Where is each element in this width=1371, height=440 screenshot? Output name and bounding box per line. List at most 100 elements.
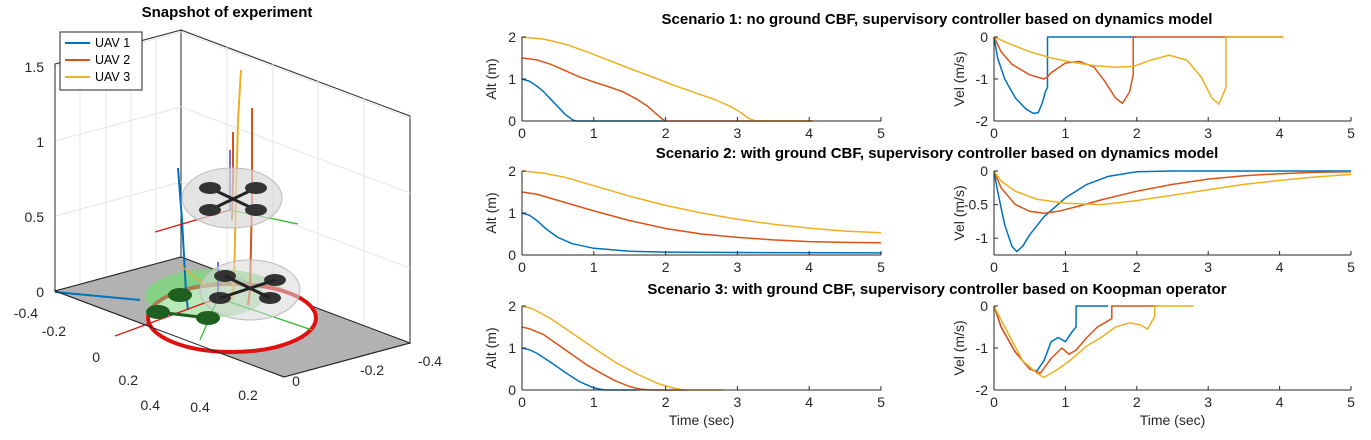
- x-tick-label: 5: [1347, 259, 1355, 275]
- y-tick-label: 1: [508, 71, 516, 87]
- y-tick-label: -0.5: [964, 197, 988, 213]
- x-tick-label: 3: [1204, 394, 1212, 410]
- series-line-uav1: [521, 78, 666, 122]
- y-axis-label: Vel (m/s): [951, 185, 967, 240]
- x-tick-label: 1: [590, 259, 598, 275]
- legend-label-uav1: UAV 1: [95, 36, 130, 50]
- x-tick: 0.2: [238, 387, 258, 403]
- x-tick-label: 2: [662, 125, 670, 141]
- x-tick-label: 0: [518, 125, 526, 141]
- y-tick-label: 1: [508, 340, 516, 356]
- series-line-uav2: [993, 305, 1159, 374]
- z-tick: 0: [36, 284, 44, 300]
- snapshot-panel: Snapshot of experiment: [14, 4, 442, 415]
- plot-area: [522, 306, 881, 390]
- chart-s2-alt: Scenario 2: with ground CBF, supervisory…: [483, 145, 1218, 275]
- series-line-uav1: [521, 212, 882, 254]
- x-tick-label: 5: [877, 259, 885, 275]
- series-line-uav3: [993, 36, 1284, 105]
- x-tick: 0.4: [190, 399, 210, 415]
- snapshot-title: Snapshot of experiment: [142, 4, 313, 21]
- x-tick-label: 4: [1276, 125, 1284, 141]
- y-tick-label: 2: [508, 298, 516, 314]
- y-tick: 0: [92, 349, 100, 365]
- chart-s2-vel: 0 1 2 3 4 5 -1 -0.5 0 Vel (m/s): [951, 163, 1355, 275]
- chart-title: Scenario 1: no ground CBF, supervisory c…: [662, 11, 1213, 28]
- x-tick-label: 5: [877, 125, 885, 141]
- y-tick: 0.2: [119, 372, 139, 388]
- plot-area: [994, 37, 1351, 121]
- x-tick-label: 2: [1133, 125, 1141, 141]
- y-tick-label: 2: [508, 29, 516, 45]
- x-tick-label: 1: [1062, 125, 1070, 141]
- series-line-uav2: [521, 57, 813, 122]
- x-tick: -0.2: [360, 362, 384, 378]
- y-tick: -0.2: [42, 323, 66, 339]
- plot-area: [994, 306, 1351, 390]
- series-line-uav3: [993, 170, 1352, 206]
- trajectory-uav1-tail: [54, 291, 141, 301]
- x-tick: 0: [292, 373, 300, 389]
- x-tick-label: 0: [518, 259, 526, 275]
- x-axis-label: Time (sec): [1140, 412, 1206, 428]
- legend-label-uav3: UAV 3: [95, 70, 130, 84]
- z-tick: 0.5: [25, 209, 45, 225]
- chart-s1-vel: 0 1 2 3 4 5 -2 -1 0 Vel (m/s): [951, 29, 1355, 141]
- chart-title: Scenario 2: with ground CBF, supervisory…: [656, 145, 1219, 162]
- x-tick-label: 0: [518, 394, 526, 410]
- x-tick-label: 2: [662, 394, 670, 410]
- trajectory-uav1: [177, 167, 189, 311]
- x-tick-label: 1: [590, 125, 598, 141]
- y-tick-label: 0: [980, 298, 988, 314]
- legend-label-uav2: UAV 2: [95, 53, 130, 67]
- y-axis-label: Alt (m): [483, 192, 499, 233]
- series-line-uav2: [521, 191, 882, 244]
- x-tick-label: 4: [805, 394, 813, 410]
- y-tick-label: 2: [508, 163, 516, 179]
- x-tick-label: 3: [1204, 125, 1212, 141]
- y-tick-label: -1: [976, 71, 989, 87]
- x-tick-label: 4: [1276, 394, 1284, 410]
- x-tick-label: 1: [1062, 259, 1070, 275]
- x-tick-label: 2: [1133, 394, 1141, 410]
- chart-s3-vel: 0 1 2 3 4 5 -2 -1 0 Vel (m/s) Time (sec): [951, 298, 1355, 428]
- x-tick-label: 0: [990, 259, 998, 275]
- y-tick-label: -2: [976, 382, 989, 398]
- z-tick: 1.5: [25, 59, 45, 75]
- series-line-uav2: [993, 170, 1352, 215]
- y-tick-label: 0: [508, 247, 516, 263]
- series-line-uav3: [521, 305, 723, 391]
- quadrotor-landed: [146, 288, 220, 325]
- z-tick: 1: [36, 134, 44, 150]
- x-tick-label: 3: [1204, 259, 1212, 275]
- series-line-uav1: [993, 36, 1137, 115]
- series-line-uav2: [521, 326, 688, 391]
- x-tick-label: 3: [734, 394, 742, 410]
- y-tick-label: 0: [508, 382, 516, 398]
- series-line-uav1: [993, 170, 1351, 253]
- x-tick: -0.4: [418, 353, 442, 369]
- y-axis-label: Vel (m/s): [951, 320, 967, 375]
- x-tick-label: 5: [1347, 125, 1355, 141]
- x-tick-label: 4: [1276, 259, 1284, 275]
- axes-3d: [54, 64, 411, 378]
- scenario-plots: Scenario 1: no ground CBF, supervisory c…: [483, 11, 1355, 428]
- chart-title: Scenario 3: with ground CBF, supervisory…: [647, 281, 1226, 298]
- x-tick-label: 4: [805, 125, 813, 141]
- y-tick-label: -2: [976, 113, 989, 129]
- x-tick-label: 0: [990, 125, 998, 141]
- y-tick: 0.4: [141, 397, 161, 413]
- x-tick-label: 1: [1062, 394, 1070, 410]
- y-tick-labels: -0.4 -0.2 0 0.2 0.4: [14, 305, 160, 413]
- chart-s1-alt: Scenario 1: no ground CBF, supervisory c…: [483, 11, 1212, 141]
- y-tick: -0.4: [14, 305, 38, 321]
- y-tick-label: 1: [508, 205, 516, 221]
- x-tick-label: 3: [734, 125, 742, 141]
- x-tick-label: 5: [877, 394, 885, 410]
- y-axis-label: Vel (m/s): [951, 51, 967, 106]
- x-tick-label: 3: [734, 259, 742, 275]
- series-line-uav2: [993, 36, 1284, 105]
- x-tick-label: 4: [805, 259, 813, 275]
- y-axis-label: Alt (m): [483, 58, 499, 99]
- x-tick-label: 0: [990, 394, 998, 410]
